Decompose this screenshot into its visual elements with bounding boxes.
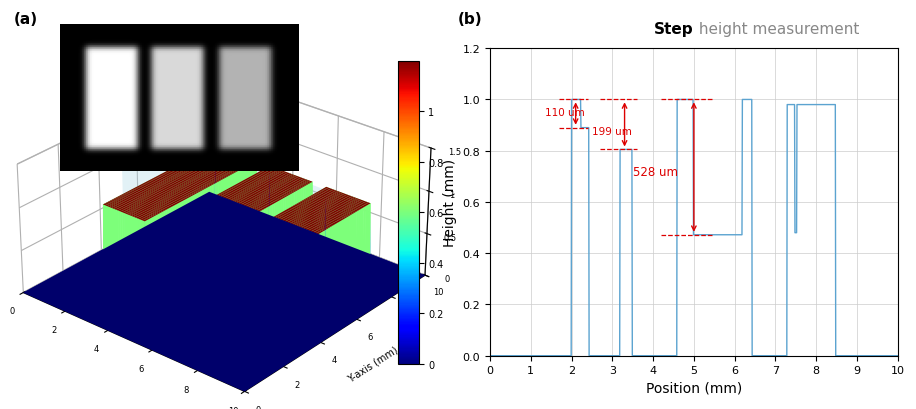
Text: Step: Step [654, 22, 694, 37]
Y-axis label: Y-axis (mm): Y-axis (mm) [345, 344, 399, 384]
Y-axis label: Height (mm): Height (mm) [443, 159, 457, 246]
Text: 110 um: 110 um [545, 108, 584, 118]
Text: (b): (b) [458, 12, 483, 27]
Text: height measurement: height measurement [694, 22, 859, 37]
X-axis label: Position (mm): Position (mm) [646, 381, 742, 395]
Text: (a): (a) [14, 12, 38, 27]
Text: 528 um: 528 um [633, 165, 678, 178]
Text: 199 um: 199 um [592, 127, 632, 137]
